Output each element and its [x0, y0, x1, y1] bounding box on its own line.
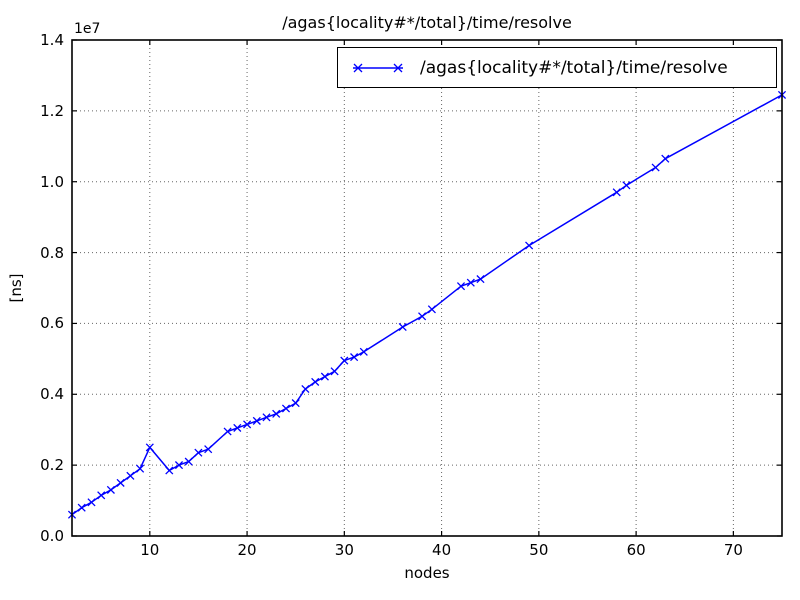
legend-line-sample: [353, 63, 403, 72]
x-tick-label: 20: [237, 541, 257, 559]
chart-title: /agas{locality#*/total}/time/resolve: [282, 13, 572, 32]
y-tick-label: 0.6: [40, 314, 64, 333]
plot-area-border: [71, 39, 783, 537]
y-tick-label: 0.8: [40, 243, 64, 262]
data-line: [71, 94, 783, 516]
legend-x-marker: [353, 63, 363, 72]
y-tick-label: 1.4: [40, 31, 64, 49]
y-tick-label: 0.0: [40, 527, 64, 545]
y-tick-label: 1.2: [40, 101, 64, 120]
x-tick-label: 60: [626, 541, 646, 559]
x-tick-label: 30: [334, 541, 354, 559]
x-tick-label: 70: [723, 541, 743, 559]
y-tick-label: 1.0: [40, 172, 64, 191]
legend-box: /agas{locality#*/total}/time/resolve: [337, 47, 777, 88]
y-tick-label: 0.2: [40, 456, 64, 475]
x-tick-label: 10: [140, 541, 160, 559]
x-tick-label: 40: [432, 541, 452, 559]
legend-x-marker: [393, 63, 403, 72]
legend-label: /agas{locality#*/total}/time/resolve: [420, 57, 728, 78]
y-tick-label: 0.4: [40, 385, 64, 404]
data-point-markers: [67, 90, 787, 519]
x-tick-label: 50: [529, 541, 549, 559]
y-axis-offset-label: 1e7: [74, 21, 101, 37]
x-axis-label: nodes: [404, 564, 450, 582]
